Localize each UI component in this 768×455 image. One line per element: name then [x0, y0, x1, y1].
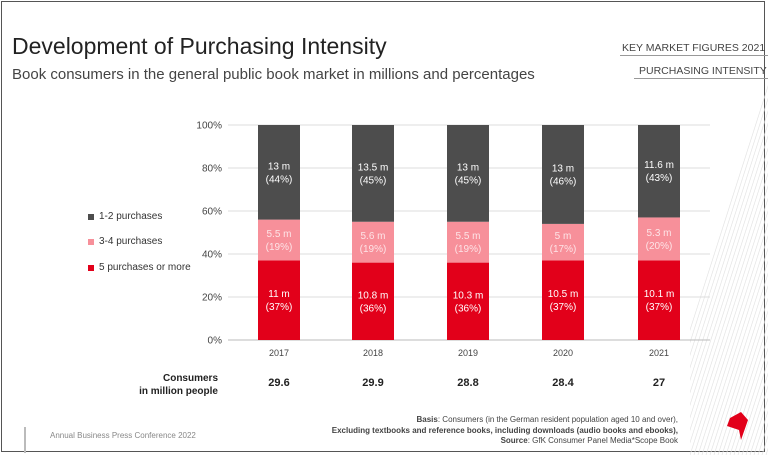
- data-label: 13.5 m: [358, 162, 389, 173]
- data-label-percent: (37%): [266, 302, 293, 313]
- legend-swatch: [88, 264, 94, 271]
- bar-segment: [638, 260, 680, 340]
- stacked-bar-chart: 0% 20% 40% 60% 80% 100% 11 m (37%) 5.5 m (19%) 13 …: [196, 121, 710, 358]
- data-label-percent: (20%): [646, 241, 673, 252]
- data-label: 13 m: [268, 161, 290, 172]
- page-subtitle: Book consumers in the general public boo…: [12, 66, 535, 83]
- bar-segment: [542, 260, 584, 340]
- page-title: Development of Purchasing Intensity: [12, 33, 387, 59]
- brand-logo: [727, 412, 748, 440]
- y-tick-label: 40%: [202, 250, 222, 261]
- data-label: 5.5 m: [266, 229, 291, 240]
- y-tick-label: 100%: [196, 121, 222, 132]
- y-tick-label: 20%: [202, 293, 222, 304]
- consumers-value-2018: 29.9: [362, 377, 384, 389]
- section-tag: KEY MARKET FIGURES 2021: [622, 42, 766, 54]
- source-label: Source: [500, 436, 528, 445]
- legend-label: 1-2 purchases: [99, 211, 163, 222]
- x-tick-label: 2020: [553, 348, 573, 358]
- basis-label: Basis: [416, 415, 438, 424]
- exclusion-note: Excluding textbooks and reference books,…: [331, 425, 678, 435]
- data-label-percent: (45%): [360, 175, 387, 186]
- legend-label: 5 purchases or more: [99, 262, 191, 273]
- consumers-value-2019: 28.8: [457, 377, 479, 389]
- consumers-value-2021: 27: [652, 377, 666, 389]
- data-label-percent: (19%): [455, 244, 482, 255]
- source-text: : GfK Consumer Panel Media*Scope Book: [527, 436, 678, 445]
- bar-segment: [447, 125, 489, 222]
- bar-segment: [447, 221, 489, 263]
- data-label-percent: (36%): [455, 303, 482, 314]
- data-label: 13 m: [457, 162, 479, 173]
- y-tick-label: 0%: [208, 336, 223, 347]
- data-label-percent: (36%): [360, 303, 387, 314]
- data-label-percent: (19%): [360, 244, 387, 255]
- data-label: 11.6 m: [644, 160, 674, 171]
- x-tick-label: 2018: [363, 348, 383, 358]
- data-label: 13 m: [552, 163, 574, 174]
- x-tick-label: 2017: [269, 348, 289, 358]
- legend-swatch: [88, 213, 94, 220]
- bar-segment: [542, 125, 584, 224]
- consumers-label-line1: Consumers: [162, 373, 218, 384]
- data-label-percent: (45%): [455, 175, 482, 186]
- bar-segment: [258, 125, 300, 220]
- consumers-label: Consumers in million people: [110, 372, 218, 398]
- data-label: 5 m: [555, 231, 572, 242]
- hatch-decoration: [690, 85, 768, 455]
- legend-item-5-plus: 5 purchases or more: [88, 262, 191, 273]
- bar-segment: [352, 221, 394, 263]
- data-label: 11 m: [268, 289, 290, 300]
- consumers-value-2020: 28.4: [552, 377, 574, 389]
- data-label-percent: (44%): [266, 174, 293, 185]
- divider: [634, 78, 768, 79]
- bar-segment: [352, 125, 394, 222]
- footer-event: Annual Business Press Conference 2022: [50, 431, 196, 440]
- subsection-tag: PURCHASING INTENSITY: [639, 65, 767, 77]
- data-label: 10.8 m: [358, 290, 389, 301]
- bar-segment: [542, 223, 584, 261]
- data-label: 5.3 m: [646, 228, 671, 239]
- bar-segment: [447, 262, 489, 340]
- bar-segment: [352, 262, 394, 340]
- data-label-percent: (19%): [266, 242, 293, 253]
- data-label-percent: (46%): [550, 176, 577, 187]
- divider: [620, 55, 768, 56]
- legend-item-1-2: 1-2 purchases: [88, 211, 162, 222]
- y-tick-label: 60%: [202, 207, 222, 218]
- data-label-percent: (37%): [550, 302, 577, 313]
- footnotes: Basis: Consumers (in the German resident…: [300, 415, 678, 447]
- data-label-percent: (17%): [550, 244, 577, 255]
- data-label: 5.6 m: [360, 231, 385, 242]
- data-label: 10.5 m: [548, 289, 579, 300]
- x-tick-label: 2021: [649, 348, 669, 358]
- legend-swatch: [88, 238, 94, 245]
- consumers-label-line2: in million people: [139, 386, 218, 397]
- consumers-value-2017: 29.6: [268, 377, 290, 389]
- data-label: 10.1 m: [644, 289, 675, 300]
- bar-segment: [258, 260, 300, 340]
- x-tick-label: 2019: [458, 348, 478, 358]
- basis-text: : Consumers (in the German resident popu…: [437, 415, 678, 424]
- data-label-percent: (43%): [646, 173, 673, 184]
- bar-segment: [258, 219, 300, 261]
- legend-item-3-4: 3-4 purchases: [88, 236, 162, 247]
- legend-label: 3-4 purchases: [99, 236, 163, 247]
- data-label-percent: (37%): [646, 302, 673, 313]
- y-tick-label: 80%: [202, 164, 222, 175]
- data-label: 10.3 m: [453, 290, 484, 301]
- data-label: 5.5 m: [455, 231, 480, 242]
- footer-bar: [24, 427, 26, 453]
- bar-segment: [638, 217, 680, 261]
- bar-segment: [638, 125, 680, 218]
